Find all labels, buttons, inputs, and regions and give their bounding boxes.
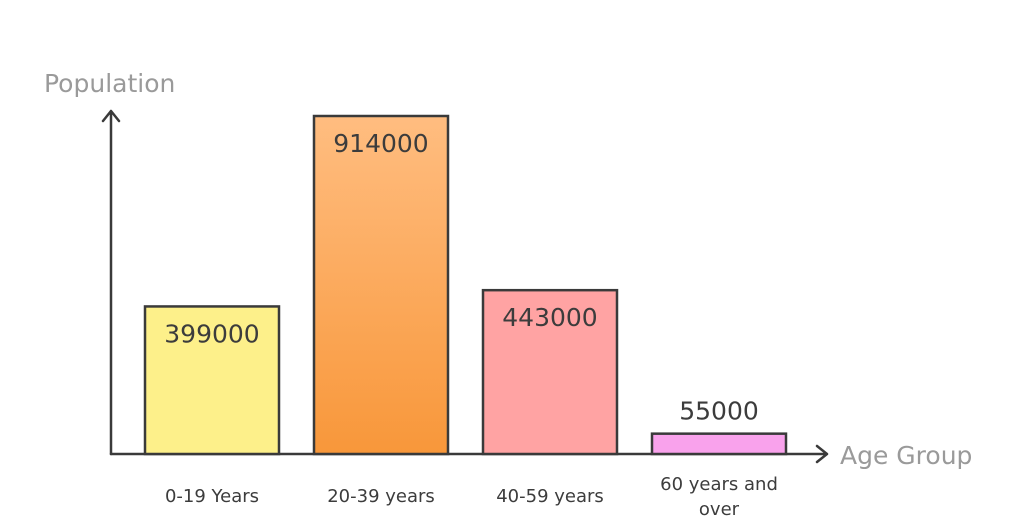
bar-4 <box>650 432 788 456</box>
x-axis-title: Age Group <box>840 441 972 470</box>
bar-1 <box>143 305 281 456</box>
bar-series <box>143 114 788 456</box>
category-label-2: 20-39 years <box>327 486 435 507</box>
y-axis <box>101 109 121 456</box>
value-labels: 399000 914000 443000 55000 <box>164 129 758 426</box>
bar-2 <box>312 114 450 456</box>
bar-3 <box>481 288 619 456</box>
value-label-4: 55000 <box>679 397 759 426</box>
value-label-3: 443000 <box>502 303 597 332</box>
category-label-3: 40-59 years <box>496 486 604 507</box>
category-labels: 0-19 Years 20-39 years 40-59 years 60 years… <box>165 474 778 520</box>
category-label-1: 0-19 Years <box>165 486 259 507</box>
y-axis-title: Population <box>44 69 175 98</box>
value-label-2: 914000 <box>333 129 428 158</box>
value-label-1: 399000 <box>164 319 259 348</box>
category-label-4: 60 years and over <box>660 474 778 520</box>
